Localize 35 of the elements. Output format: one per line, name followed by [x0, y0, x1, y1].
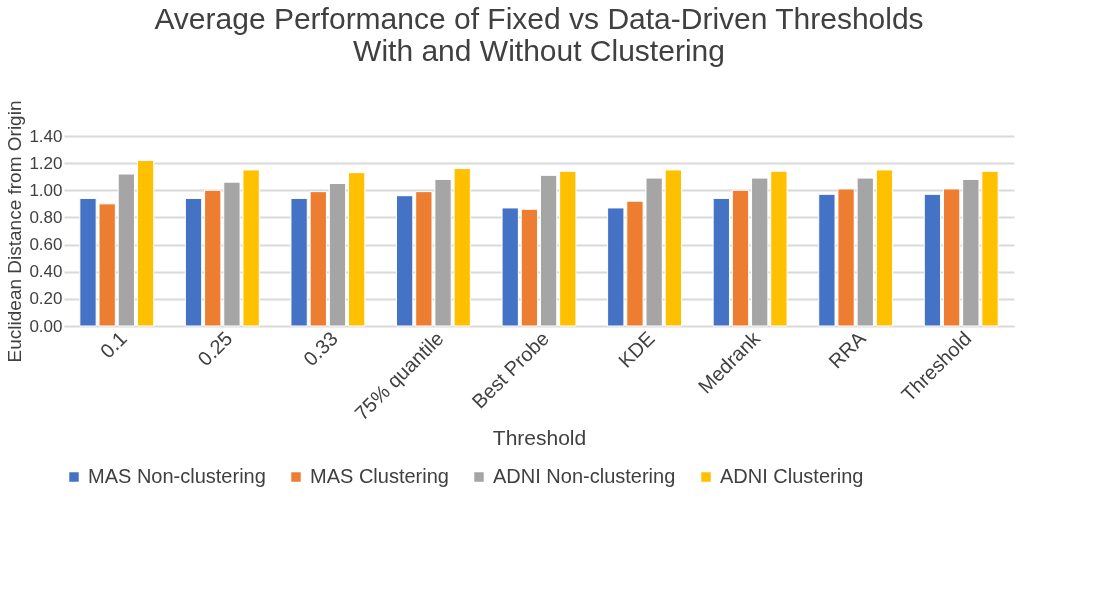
bar	[117, 173, 136, 327]
bar	[520, 208, 539, 327]
bar	[712, 197, 730, 327]
legend-label: MAS Clustering	[310, 465, 449, 487]
bar	[731, 189, 750, 327]
y-tick-label: 0.60	[29, 235, 63, 255]
legend-label: ADNI Non-clustering	[493, 465, 676, 487]
y-tick-label: 1.20	[29, 153, 63, 173]
y-tick-label: 0.80	[29, 207, 63, 227]
bar	[923, 193, 942, 327]
x-tick-label: 0.33	[298, 327, 343, 371]
x-tick-label: 0.1	[95, 327, 131, 363]
legend-label: MAS Non-clustering	[88, 465, 266, 487]
bar	[875, 169, 894, 327]
bar	[539, 174, 558, 327]
bar	[501, 207, 519, 327]
x-tick-label: 0.25	[193, 327, 237, 371]
text: Average Performance of Fixed vs Data-Driven Thresholds	[154, 2, 924, 36]
bar	[136, 159, 155, 327]
bar	[942, 188, 961, 327]
bar	[348, 172, 366, 327]
bar	[328, 183, 347, 327]
bar	[184, 197, 203, 327]
bar	[559, 170, 577, 327]
y-tick-label: 1.40	[29, 126, 63, 146]
y-tick-label: 0.00	[29, 316, 63, 336]
legend-label: ADNI Clustering	[720, 465, 864, 487]
x-axis-title: Threshold	[492, 426, 587, 450]
y-tick-label: 0.20	[29, 289, 63, 309]
bar	[664, 169, 682, 327]
y-tick-label: 1.00	[29, 180, 63, 200]
text: With and Without Clustering	[353, 34, 725, 68]
y-tick-label: 0.40	[29, 262, 63, 282]
bar	[396, 195, 414, 327]
y-axis-title: Euclidean Distance from Origin	[4, 100, 26, 363]
